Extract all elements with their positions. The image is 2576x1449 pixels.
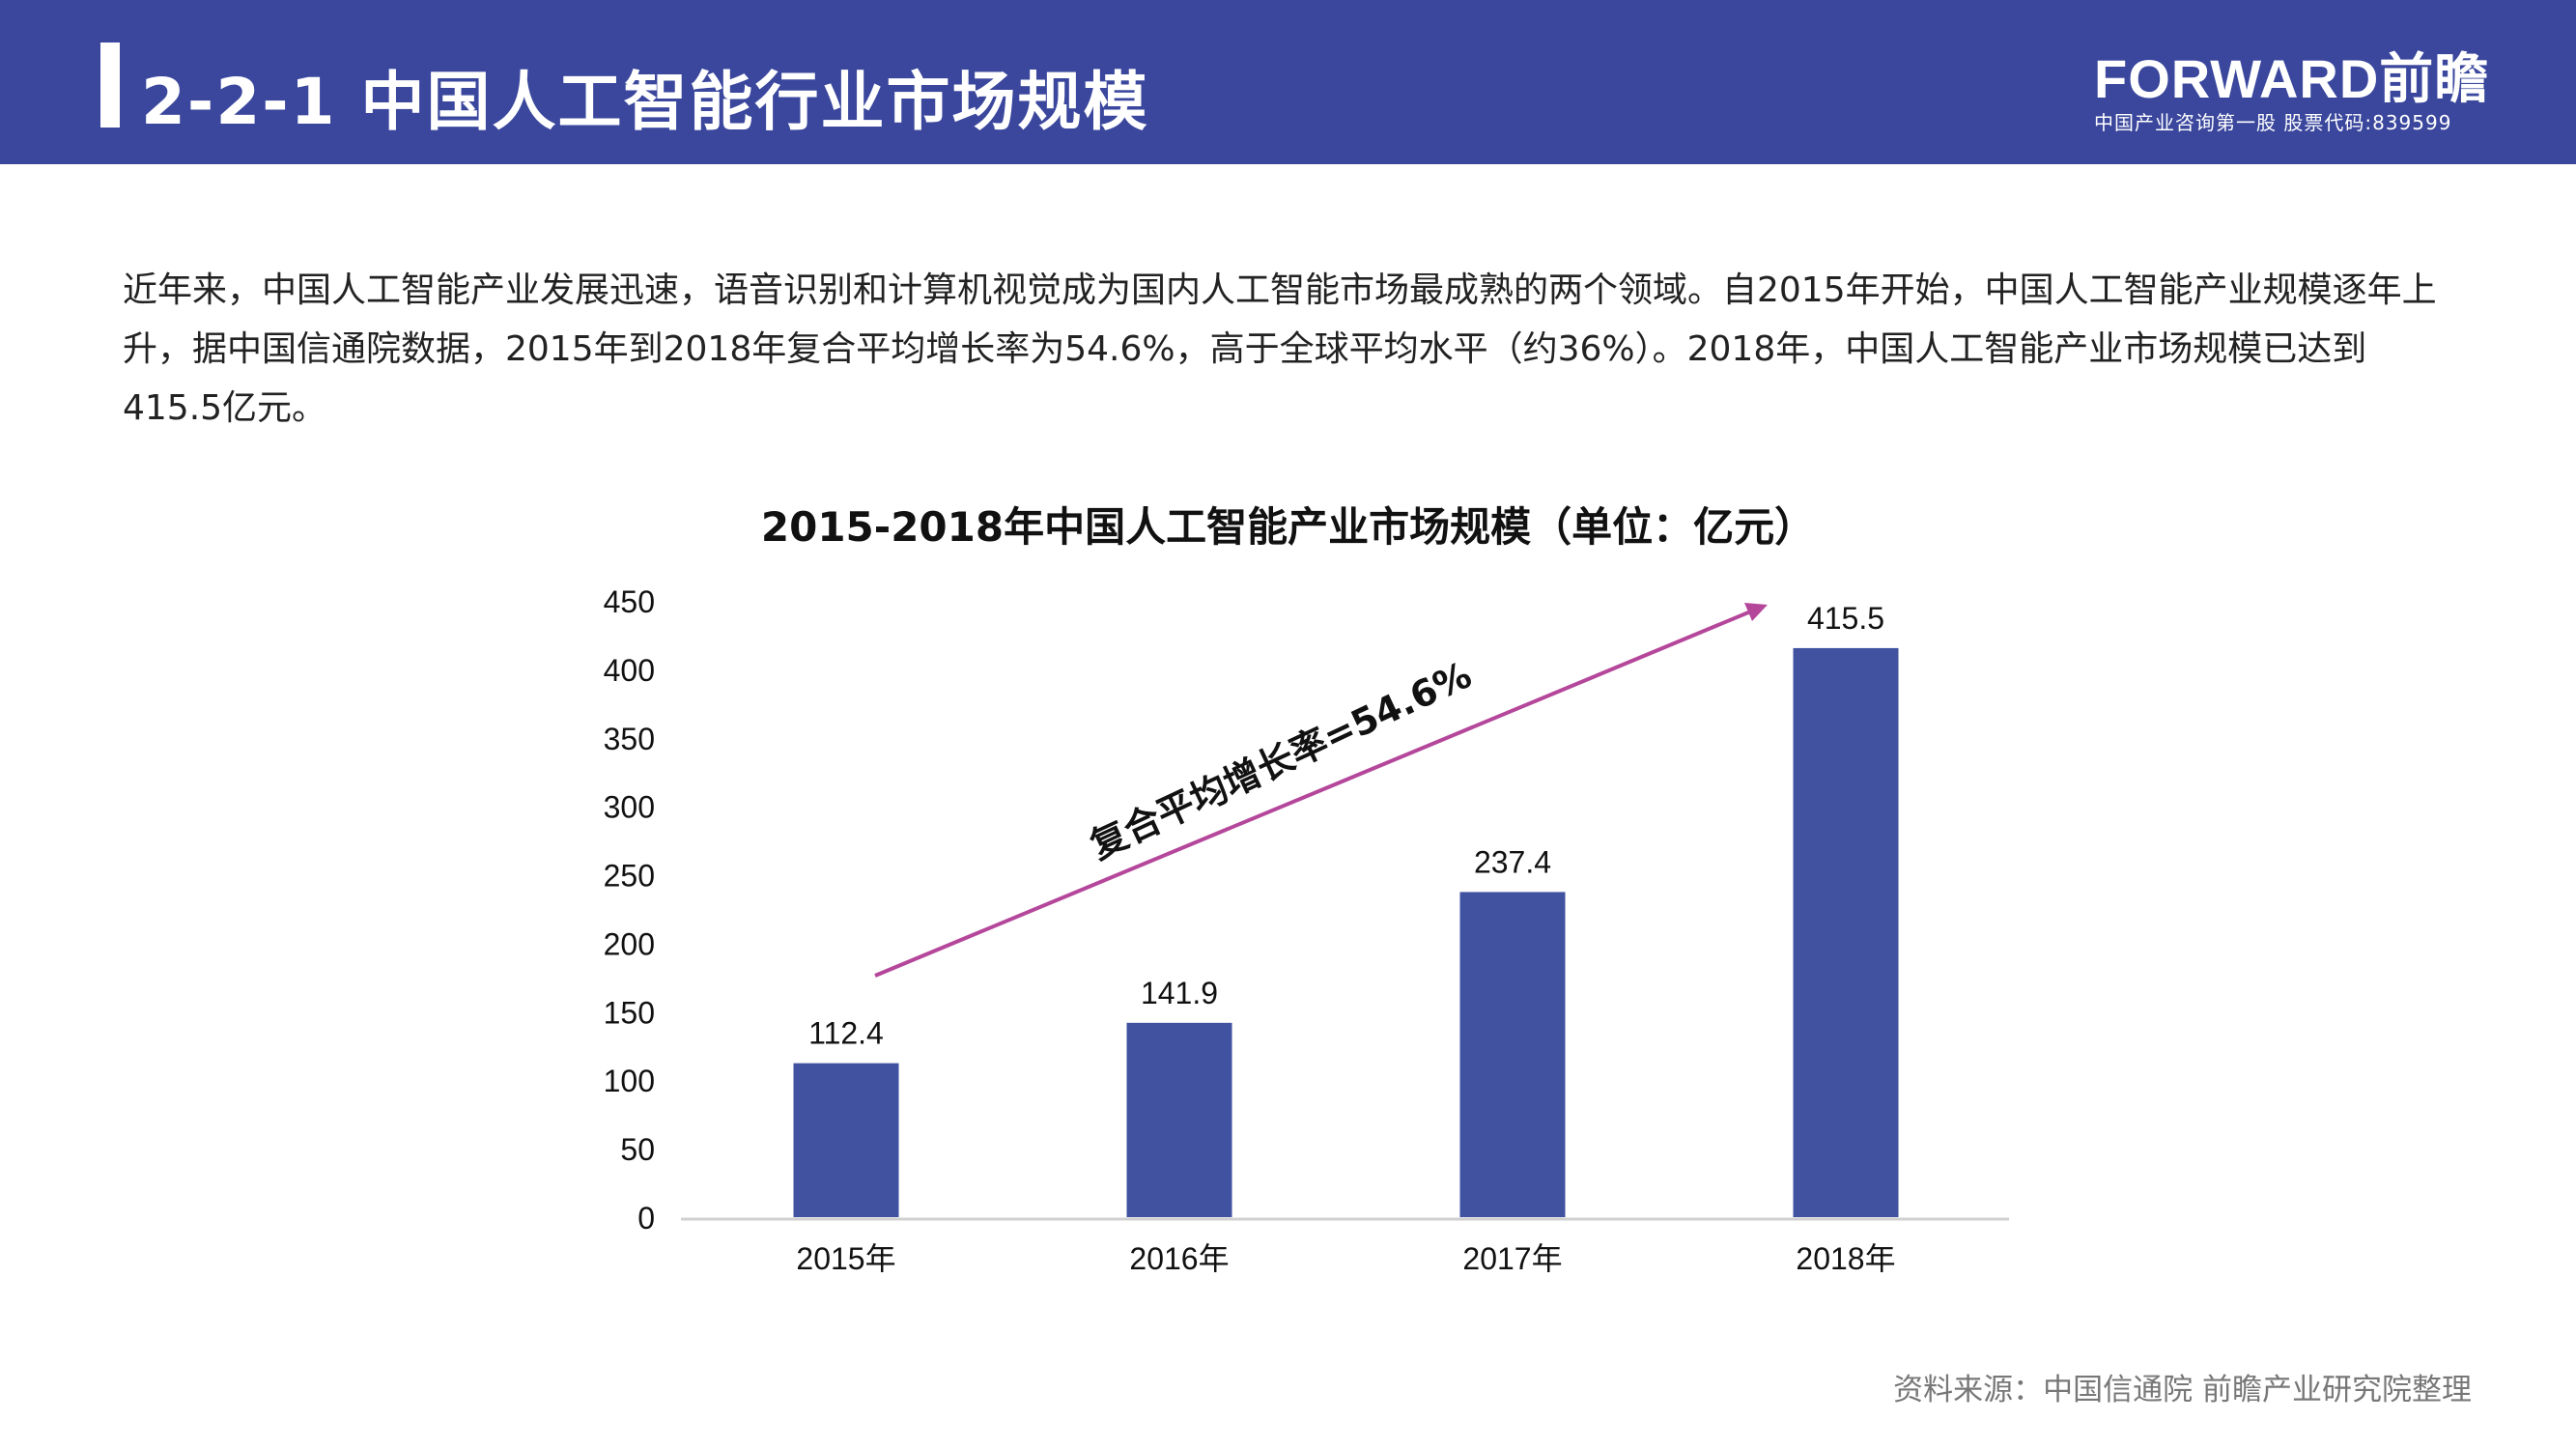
y-tick-label: 50 xyxy=(620,1132,655,1167)
bar xyxy=(793,1063,899,1217)
source-note: 资料来源：中国信通院 前瞻产业研究院整理 xyxy=(1893,1373,2472,1407)
y-tick-label: 250 xyxy=(604,859,655,894)
y-tick-label: 0 xyxy=(637,1201,655,1236)
y-tick-label: 450 xyxy=(604,584,655,619)
intro-paragraph: 近年来，中国人工智能产业发展迅速，语音识别和计算机视觉成为国内人工智能市场最成熟… xyxy=(123,270,2437,428)
y-tick-label: 350 xyxy=(604,722,655,756)
growth-arrow xyxy=(874,609,1754,978)
y-tick-label: 100 xyxy=(604,1064,655,1098)
x-tick-label: 2017年 xyxy=(1462,1241,1562,1276)
y-tick-label: 400 xyxy=(604,653,655,688)
logo-brand: FORWARD前瞻 xyxy=(2094,48,2490,109)
logo-tagline: 中国产业咨询第一股 股票代码:839599 xyxy=(2094,111,2452,134)
forward-logo: FORWARD前瞻 中国产业咨询第一股 股票代码:839599 xyxy=(2094,50,2489,135)
arrow-head-icon xyxy=(1744,603,1768,621)
chart-title: 2015-2018年中国人工智能产业市场规模（单位：亿元） xyxy=(760,503,1816,551)
x-tick-label: 2015年 xyxy=(796,1241,895,1276)
y-tick-label: 200 xyxy=(604,926,655,961)
y-tick-label: 300 xyxy=(604,790,655,825)
bar xyxy=(1459,892,1566,1217)
bar xyxy=(1126,1022,1232,1217)
page-title: 2-2-1 中国人工智能行业市场规模 xyxy=(141,65,1149,139)
cagr-annotation: 复合平均增长率=54.6% xyxy=(1084,653,1478,867)
data-label: 237.4 xyxy=(1474,844,1551,879)
x-tick-label: 2016年 xyxy=(1129,1241,1229,1276)
bar xyxy=(1793,647,1899,1217)
x-tick-label: 2018年 xyxy=(1796,1241,1895,1276)
data-label: 141.9 xyxy=(1141,976,1218,1010)
data-label: 415.5 xyxy=(1807,601,1884,636)
y-tick-label: 150 xyxy=(604,995,655,1030)
title-accent-bar xyxy=(100,43,120,128)
header-banner: 2-2-1 中国人工智能行业市场规模 FORWARD前瞻 中国产业咨询第一股 股… xyxy=(0,0,2576,164)
data-label: 112.4 xyxy=(808,1016,884,1051)
